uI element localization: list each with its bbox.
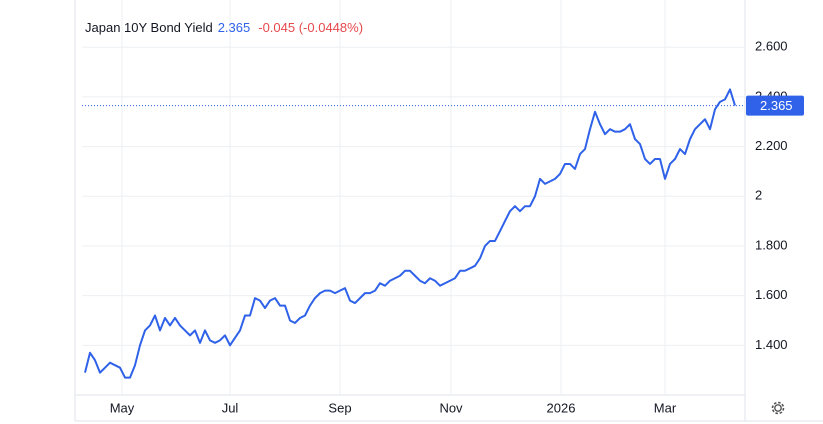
y-tick-label: 1.400 [755, 337, 788, 352]
legend: Japan 10Y Bond Yield 2.365 -0.045 (-0.0448… [85, 20, 363, 35]
x-tick-label: Jul [222, 400, 239, 415]
grid [82, 0, 745, 395]
x-tick-label: 2026 [547, 400, 576, 415]
y-tick-label: 2.600 [755, 39, 788, 54]
change-text: -0.045 (-0.0448%) [258, 20, 363, 35]
axes: 2.6002.4002.20021.8001.6001.400MayJulSep… [110, 39, 804, 415]
x-tick-label: Sep [328, 400, 351, 415]
price-tag [746, 95, 804, 116]
y-tick-label: 2 [755, 188, 762, 203]
y-tick-label: 1.800 [755, 237, 788, 252]
series-line [84, 88, 736, 379]
x-tick-label: Nov [439, 400, 463, 415]
x-tick-label: May [110, 400, 135, 415]
settings-icon[interactable] [771, 401, 785, 415]
y-tick-label: 2.200 [755, 138, 788, 153]
y-tick-label: 1.600 [755, 287, 788, 302]
price-tag-label: 2.365 [760, 98, 793, 113]
price-text: 2.365 [218, 20, 251, 35]
chart-title: Japan 10Y Bond Yield [85, 20, 213, 35]
x-tick-label: Mar [654, 400, 677, 415]
plot [82, 88, 745, 379]
